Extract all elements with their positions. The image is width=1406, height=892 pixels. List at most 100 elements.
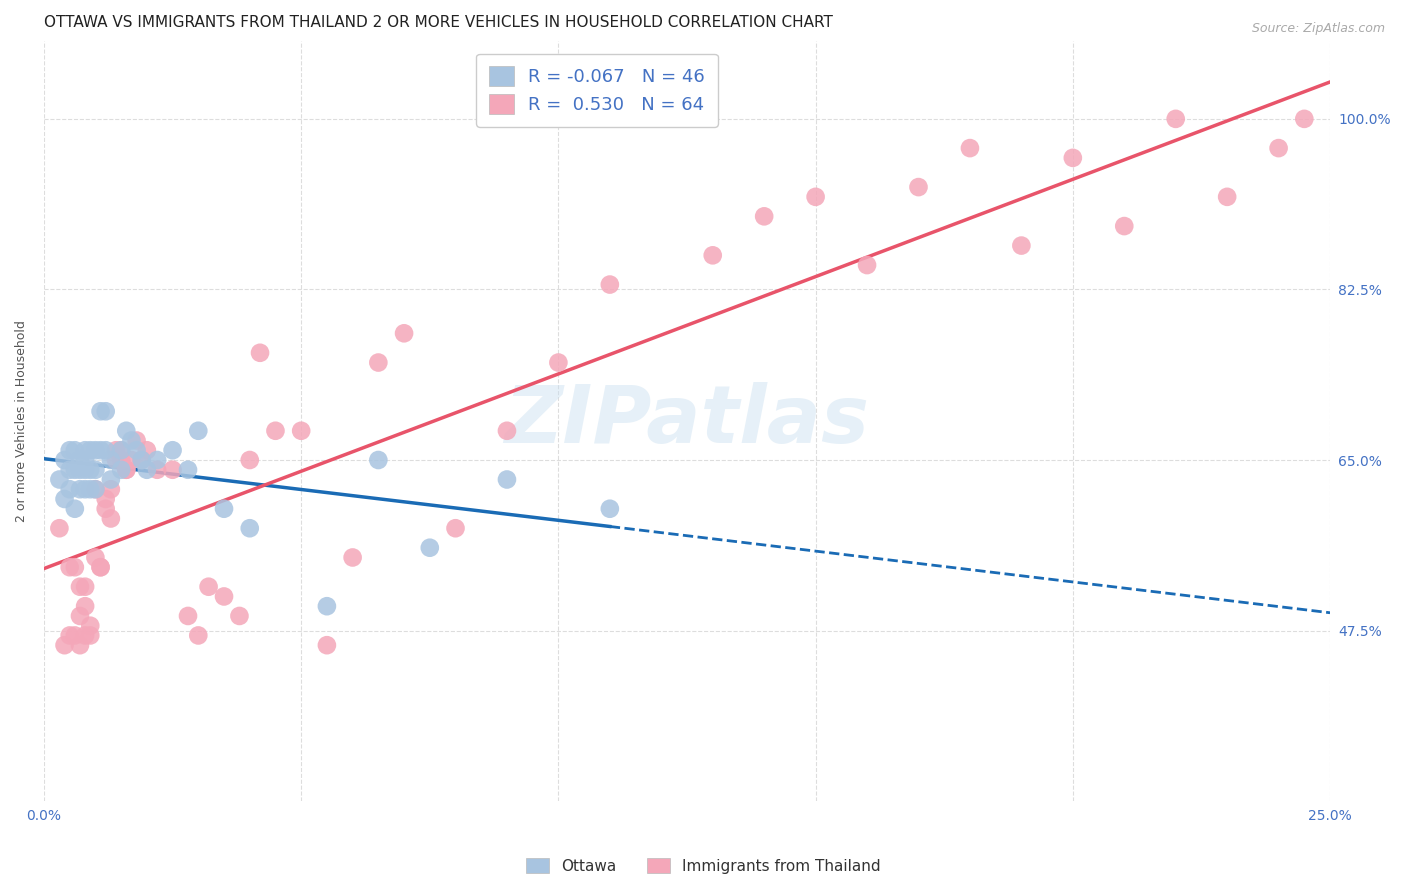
Point <box>1294 112 1316 126</box>
Point <box>264 424 287 438</box>
Point <box>59 482 82 496</box>
Point <box>84 482 107 496</box>
Point <box>84 443 107 458</box>
Point <box>94 501 117 516</box>
Text: Source: ZipAtlas.com: Source: ZipAtlas.com <box>1251 22 1385 36</box>
Point <box>84 482 107 496</box>
Point <box>90 560 112 574</box>
Point <box>1267 141 1289 155</box>
Point <box>1216 190 1239 204</box>
Point <box>115 463 138 477</box>
Point <box>69 609 91 624</box>
Point <box>63 560 86 574</box>
Point <box>115 463 138 477</box>
Point <box>75 599 97 614</box>
Point <box>599 501 621 516</box>
Point <box>342 550 364 565</box>
Point <box>212 590 235 604</box>
Point <box>131 453 153 467</box>
Point <box>496 424 519 438</box>
Point <box>90 560 112 574</box>
Point <box>290 424 312 438</box>
Point <box>104 443 127 458</box>
Point <box>120 434 142 448</box>
Point <box>120 453 142 467</box>
Point <box>212 501 235 516</box>
Point <box>135 443 157 458</box>
Point <box>110 453 132 467</box>
Point <box>496 473 519 487</box>
Point <box>69 463 91 477</box>
Point <box>135 463 157 477</box>
Point <box>48 473 70 487</box>
Point <box>702 248 724 262</box>
Point <box>110 443 132 458</box>
Point <box>59 628 82 642</box>
Point <box>146 453 169 467</box>
Point <box>177 463 200 477</box>
Point <box>249 346 271 360</box>
Point <box>547 355 569 369</box>
Point <box>115 424 138 438</box>
Point <box>75 453 97 467</box>
Legend: R = -0.067   N = 46, R =  0.530   N = 64: R = -0.067 N = 46, R = 0.530 N = 64 <box>477 54 718 127</box>
Point <box>392 326 415 341</box>
Point <box>90 443 112 458</box>
Point <box>69 453 91 467</box>
Y-axis label: 2 or more Vehicles in Household: 2 or more Vehicles in Household <box>15 320 28 522</box>
Point <box>100 482 122 496</box>
Point <box>79 463 101 477</box>
Point <box>239 453 262 467</box>
Point <box>1010 238 1032 252</box>
Text: ZIPatlas: ZIPatlas <box>505 382 869 460</box>
Point <box>84 550 107 565</box>
Point <box>162 443 184 458</box>
Point <box>959 141 981 155</box>
Point <box>59 443 82 458</box>
Point <box>316 599 339 614</box>
Point <box>75 580 97 594</box>
Point <box>162 463 184 477</box>
Point <box>239 521 262 535</box>
Point <box>59 560 82 574</box>
Point <box>1114 219 1136 233</box>
Point <box>1062 151 1084 165</box>
Point <box>125 434 148 448</box>
Point <box>131 453 153 467</box>
Point <box>69 580 91 594</box>
Point <box>419 541 441 555</box>
Point <box>1164 112 1187 126</box>
Point <box>110 443 132 458</box>
Point <box>63 628 86 642</box>
Point <box>367 355 389 369</box>
Point <box>75 482 97 496</box>
Point <box>316 638 339 652</box>
Point <box>79 618 101 632</box>
Point <box>125 443 148 458</box>
Point <box>754 210 776 224</box>
Point <box>79 482 101 496</box>
Point <box>75 628 97 642</box>
Point <box>94 404 117 418</box>
Point <box>84 463 107 477</box>
Point <box>804 190 827 204</box>
Point <box>104 453 127 467</box>
Point <box>100 511 122 525</box>
Point <box>94 491 117 506</box>
Point <box>75 463 97 477</box>
Point <box>53 638 76 652</box>
Point <box>79 628 101 642</box>
Point <box>110 463 132 477</box>
Point <box>63 501 86 516</box>
Point <box>856 258 879 272</box>
Point <box>907 180 929 194</box>
Point <box>100 453 122 467</box>
Point <box>197 580 219 594</box>
Point <box>90 404 112 418</box>
Point <box>63 443 86 458</box>
Point <box>146 463 169 477</box>
Point <box>100 473 122 487</box>
Point <box>228 609 250 624</box>
Point <box>599 277 621 292</box>
Point <box>53 491 76 506</box>
